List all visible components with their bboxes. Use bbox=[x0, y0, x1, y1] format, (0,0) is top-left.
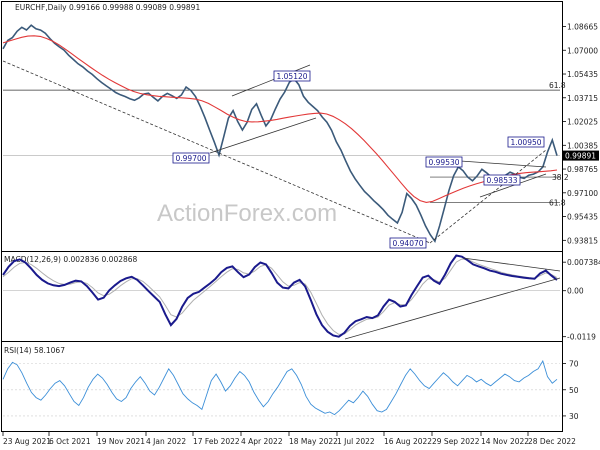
x-tick-label: 17 Feb 2022 bbox=[193, 437, 240, 446]
price-panel bbox=[1, 1, 563, 252]
macd-y-tick-label: 0.007384 bbox=[567, 258, 600, 267]
rsi-line bbox=[2, 359, 558, 416]
rsi-header: RSI(14) 58.1067 bbox=[4, 346, 65, 355]
level-box-label: 0.99700 bbox=[176, 154, 207, 163]
sma-series-line bbox=[2, 35, 558, 203]
x-tick-label: 16 Aug 2022 bbox=[384, 437, 432, 446]
level-box bbox=[483, 174, 521, 186]
level-box-label: 1.05120 bbox=[277, 72, 308, 81]
rsi-y-tick-label: 70 bbox=[569, 360, 579, 369]
level-box bbox=[507, 136, 545, 148]
price-y-tick-label: 1.07000 bbox=[567, 46, 598, 55]
x-tick-label: 1 Jul 2022 bbox=[337, 437, 375, 446]
x-tick-label: 18 May 2022 bbox=[289, 437, 338, 446]
price-y-tick-label: 0.98765 bbox=[567, 165, 598, 174]
x-tick-label: 14 Nov 2022 bbox=[481, 437, 529, 446]
rsi-y-tick-label: 50 bbox=[569, 386, 579, 395]
macd-panel bbox=[1, 251, 563, 342]
rsi-y-tick-label: 30 bbox=[569, 412, 579, 421]
axes: 1.08665 1.07000 1.05435 1.03715 1.02025 1.003… bbox=[2, 22, 600, 446]
macd-resistance-trendline bbox=[462, 257, 561, 272]
x-tick-label: 19 Nov 2021 bbox=[97, 437, 145, 446]
price-y-tick-label: 1.05435 bbox=[567, 70, 598, 79]
fib-label: 61.8 bbox=[549, 81, 566, 90]
level-box bbox=[273, 70, 311, 82]
fib-label: 61.8 bbox=[549, 198, 566, 207]
level-box-label: 0.99530 bbox=[429, 158, 460, 167]
rsi-panel bbox=[1, 341, 563, 432]
price-series-line bbox=[2, 24, 558, 243]
x-tick-label: 6 Oct 2021 bbox=[49, 437, 91, 446]
macd-plot bbox=[2, 254, 561, 340]
watermark: ActionForex.com bbox=[157, 200, 337, 227]
rsi-plot bbox=[2, 359, 560, 417]
triangle-upper-line bbox=[445, 159, 547, 168]
level-box-label: 0.94070 bbox=[393, 239, 424, 248]
fib-label: 38.2 bbox=[552, 173, 569, 182]
level-box bbox=[172, 152, 210, 164]
price-y-tick-label: 0.97100 bbox=[567, 189, 598, 198]
price-y-tick-label: 0.93815 bbox=[567, 236, 598, 245]
channel-upper-line bbox=[231, 64, 311, 97]
macd-support-trendline bbox=[344, 277, 561, 340]
level-box-label: 0.98533 bbox=[487, 176, 518, 185]
x-tick-label: 29 Sep 2022 bbox=[432, 437, 480, 446]
level-box bbox=[425, 156, 463, 168]
macd-header: MACD(12,26,9) 0.002836 0.002868 bbox=[4, 255, 138, 264]
price-plot bbox=[2, 24, 560, 244]
level-box-label: 1.00950 bbox=[511, 138, 542, 147]
x-tick-label: 4 Jan 2022 bbox=[146, 437, 186, 446]
x-tick-label: 23 Aug 2021 bbox=[3, 437, 51, 446]
support-trendline bbox=[2, 60, 431, 244]
x-tick-label: 4 Apr 2022 bbox=[241, 437, 283, 446]
price-y-tick-label: 0.95435 bbox=[567, 213, 598, 222]
last-price-label: 0.99891 bbox=[565, 152, 596, 161]
price-header: EURCHF,Daily 0.99166 0.99988 0.99089 0.9… bbox=[15, 3, 200, 12]
price-y-tick-label: 1.00385 bbox=[567, 141, 598, 150]
triangle-lower-line bbox=[479, 173, 547, 198]
macd-y-tick-label: -0.0119 bbox=[567, 333, 596, 342]
last-price-tag bbox=[563, 150, 599, 161]
annotations: 0.99700 1.05120 0.94070 0.99530 1.00950 0.985… bbox=[172, 70, 599, 249]
level-box bbox=[389, 237, 427, 249]
macd-y-tick-label: 0.00 bbox=[567, 287, 584, 296]
price-y-tick-label: 1.03715 bbox=[567, 94, 598, 103]
x-tick-label: 28 Dec 2022 bbox=[528, 437, 576, 446]
price-y-tick-label: 1.08665 bbox=[567, 22, 598, 31]
price-y-tick-label: 1.02025 bbox=[567, 118, 598, 127]
channel-lower-line bbox=[209, 117, 317, 154]
